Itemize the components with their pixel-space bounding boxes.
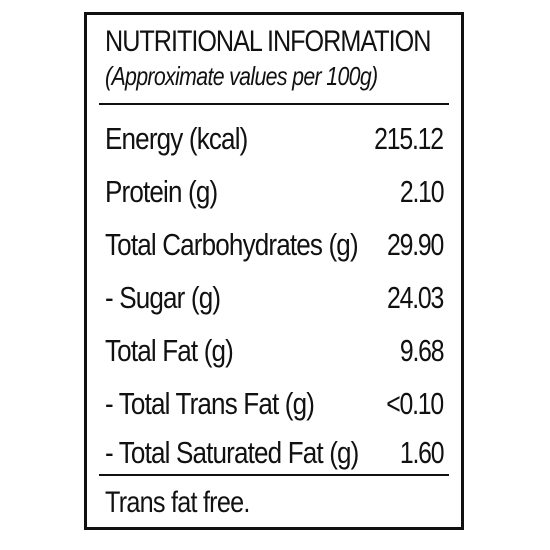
nutrient-label: Total Fat (g) (105, 333, 234, 368)
nutrient-value: <0.10 (386, 386, 444, 421)
top-divider (99, 103, 449, 105)
panel-title: NUTRITIONAL INFORMATION (105, 25, 431, 58)
nutrient-label: - Total Trans Fat (g) (105, 386, 315, 421)
nutrient-value: 2.10 (399, 174, 445, 209)
nutrition-facts-panel: NUTRITIONAL INFORMATION (Approximate val… (84, 12, 464, 530)
nutrient-value: 1.60 (399, 435, 445, 470)
nutrient-row-trans-fat: - Total Trans Fat (g) <0.10 (105, 384, 444, 428)
panel-subtitle: (Approximate values per 100g) (105, 61, 378, 91)
nutrient-row-energy: Energy (kcal) 215.12 (105, 119, 444, 163)
nutrient-label: Protein (g) (105, 174, 218, 209)
nutrient-label: - Total Saturated Fat (g) (105, 435, 359, 470)
nutrient-row-total-fat: Total Fat (g) 9.68 (105, 331, 445, 375)
nutrient-value: 215.12 (374, 121, 444, 156)
nutrient-label: Total Carbohydrates (g) (105, 227, 359, 262)
nutrient-label: Energy (kcal) (105, 121, 248, 156)
nutrient-value: 29.90 (386, 227, 444, 262)
panel-footer-note: Trans fat free. (105, 486, 250, 519)
nutrient-value: 9.68 (399, 333, 445, 368)
nutrient-value: 24.03 (386, 280, 444, 315)
nutrient-row-protein: Protein (g) 2.10 (105, 172, 445, 216)
nutrient-row-total-carbohydrates: Total Carbohydrates (g) 29.90 (105, 225, 444, 269)
bottom-divider (99, 474, 449, 476)
nutrient-row-sugar: - Sugar (g) 24.03 (105, 278, 444, 322)
nutrient-label: - Sugar (g) (105, 280, 221, 315)
nutrient-row-saturated-fat: - Total Saturated Fat (g) 1.60 (105, 433, 445, 477)
